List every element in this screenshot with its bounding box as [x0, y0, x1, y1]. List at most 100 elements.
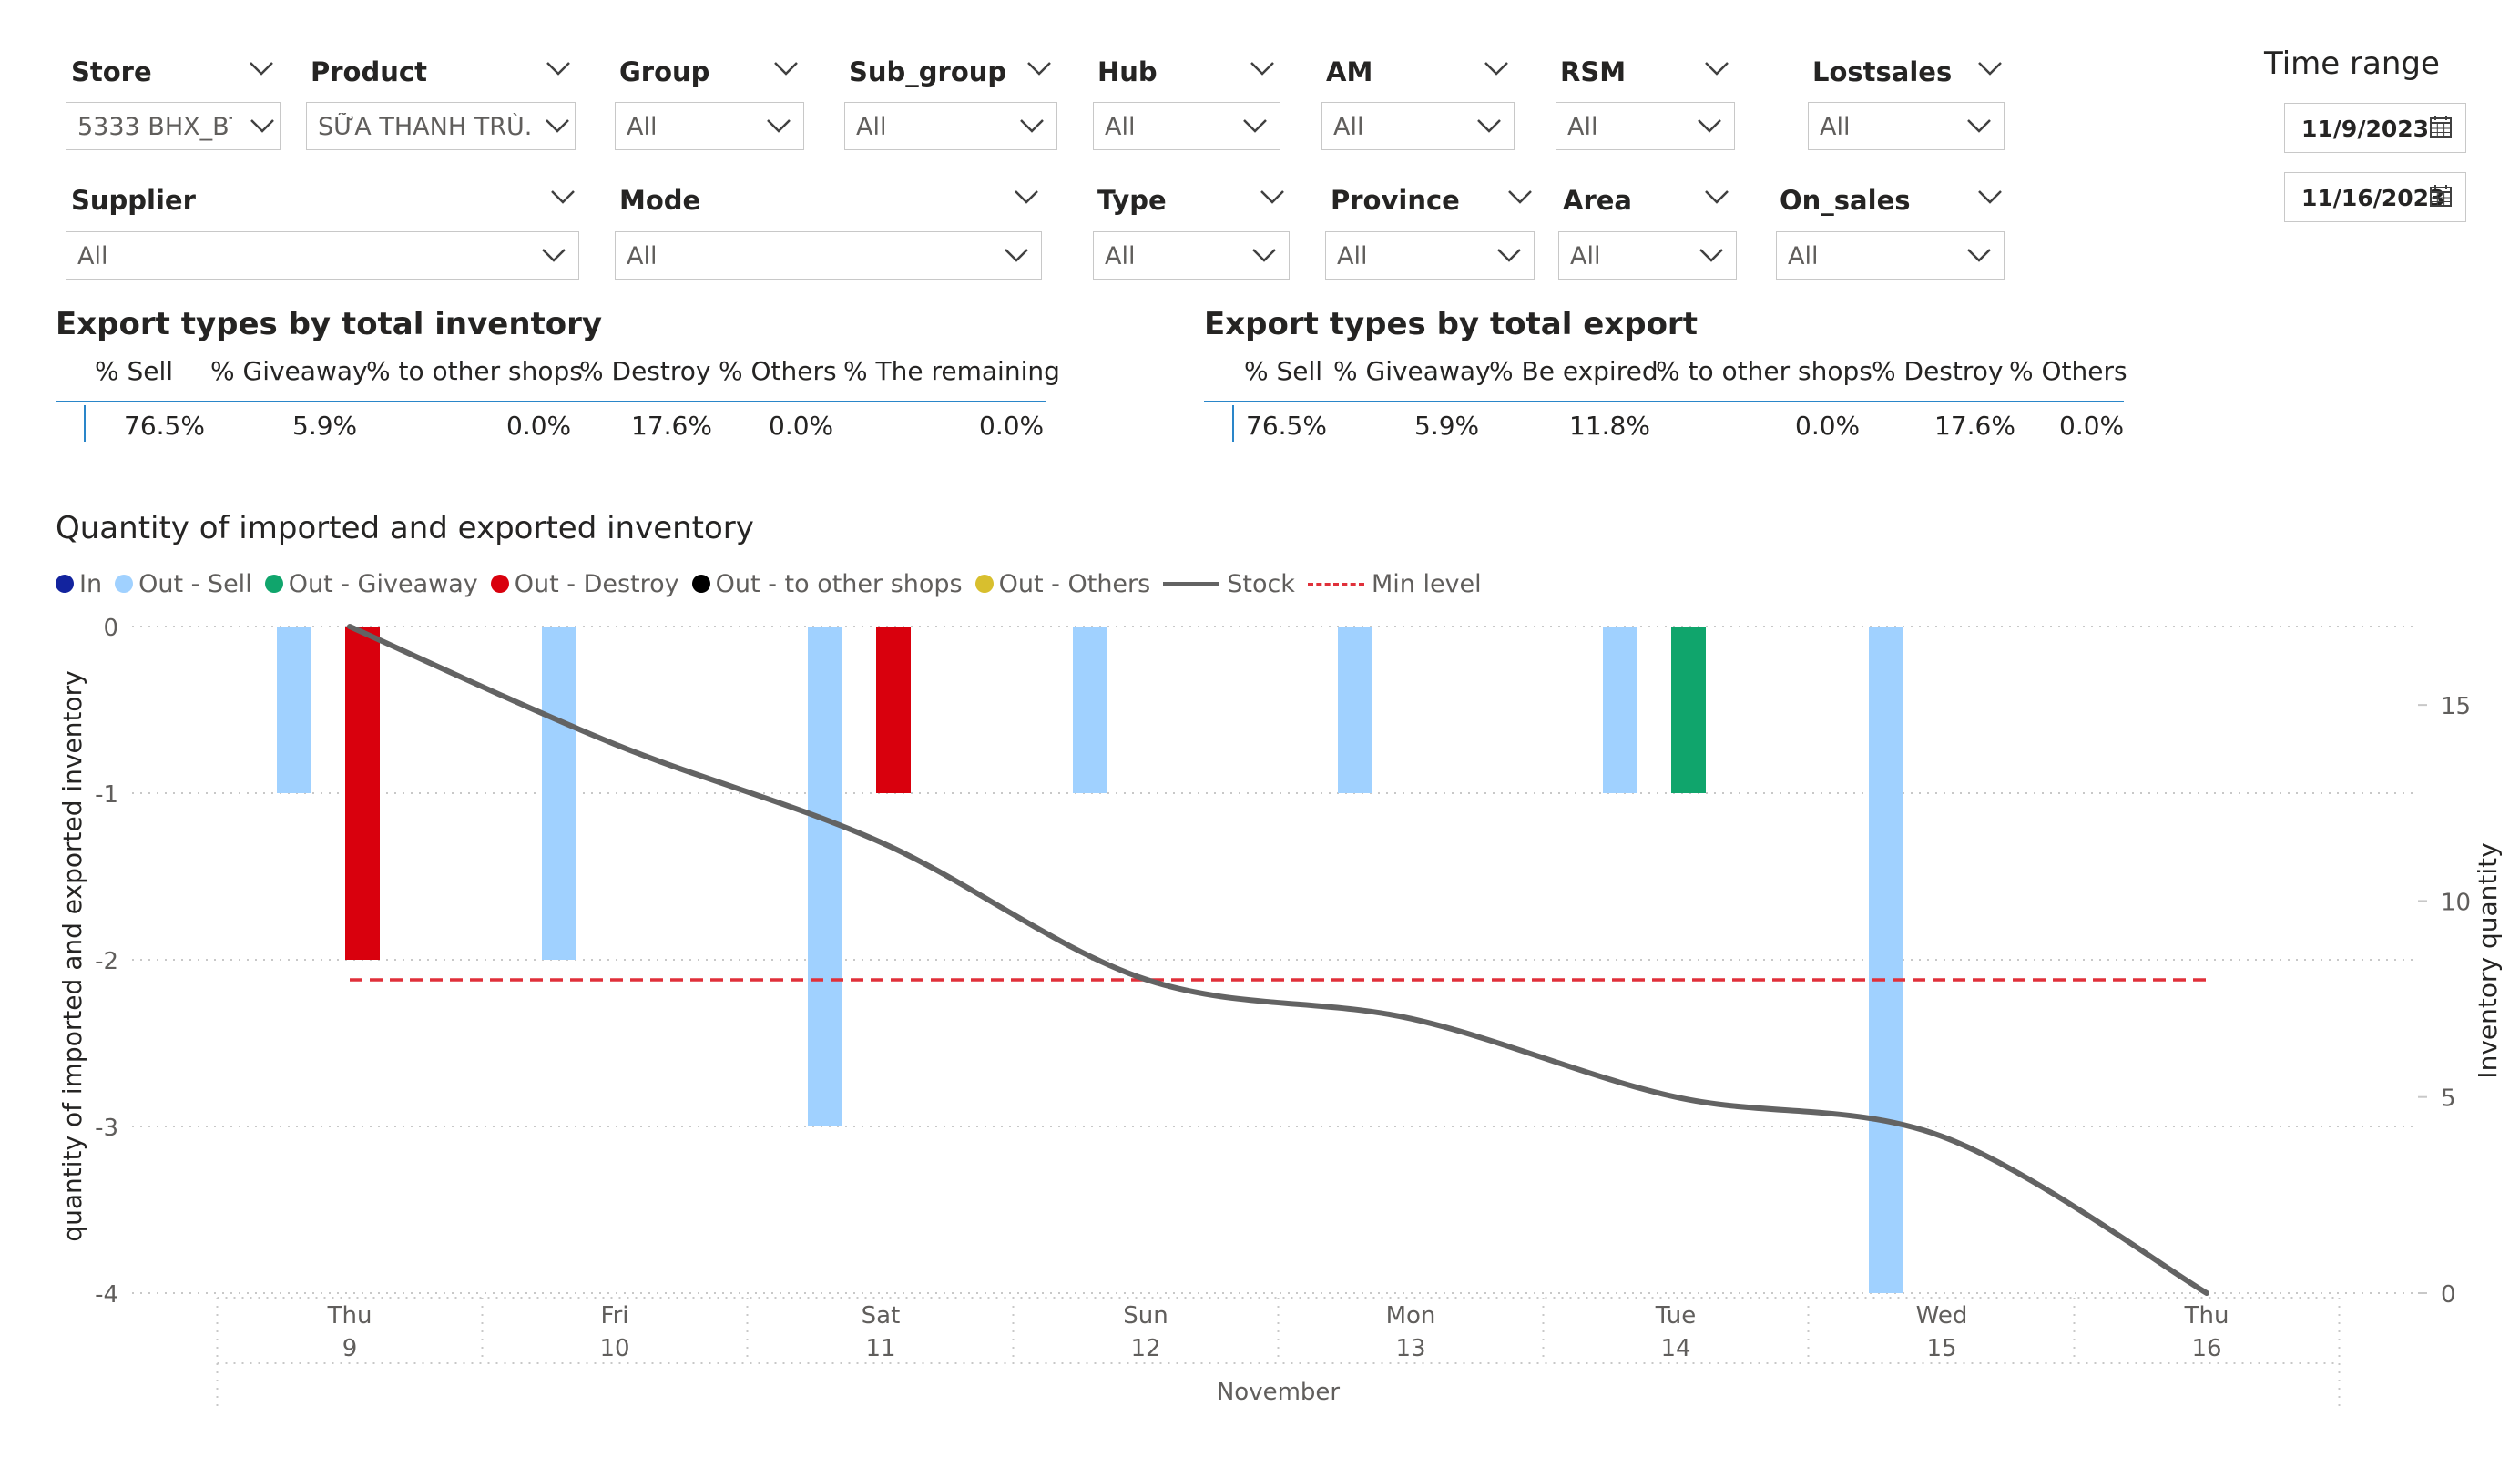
column-header[interactable]: % Destroy [1872, 356, 2004, 386]
table-cell: 0.0% [506, 411, 572, 441]
chevron-down-icon[interactable] [1703, 58, 1730, 78]
legend-item-out-others[interactable]: Out - Others [974, 569, 1151, 598]
dropdown-product[interactable]: SỮA THANH TRÙ... [306, 102, 576, 150]
dropdown-hub[interactable]: All [1093, 102, 1280, 150]
table-cell: 5.9% [292, 411, 358, 441]
dropdown-rsm[interactable]: All [1556, 102, 1735, 150]
x-tick-label: 16 [2191, 1335, 2221, 1362]
column-header[interactable]: % Others [2009, 356, 2127, 386]
row-marker [84, 405, 86, 442]
table-cell: 0.0% [1795, 411, 1861, 441]
column-header[interactable]: % Destroy [579, 356, 711, 386]
header-divider [56, 401, 1046, 402]
dropdown-value: All [1105, 113, 1136, 141]
end-date-input[interactable]: 11/16/2023 [2284, 172, 2466, 222]
slicer-label: Sub_group [849, 56, 1007, 87]
chevron-down-icon [250, 119, 274, 133]
chevron-down-icon[interactable] [1703, 187, 1730, 207]
legend-item-out-sell[interactable]: Out - Sell [115, 570, 252, 598]
chevron-down-icon [1020, 119, 1044, 133]
time-range-label: Time range [2264, 46, 2440, 82]
legend-item-out-giveaway[interactable]: Out - Giveaway [264, 570, 478, 598]
y2-tick-label: 15 [2441, 693, 2471, 720]
column-header[interactable]: % The remaining [843, 356, 1060, 386]
x-tick-label: Tue [1655, 1302, 1696, 1330]
chevron-down-icon[interactable] [549, 187, 576, 207]
dropdown-value: All [627, 113, 658, 141]
legend-item-min-level[interactable]: Min level [1307, 570, 1482, 598]
dropdown-am[interactable]: All [1321, 102, 1515, 150]
chevron-down-icon[interactable] [1025, 58, 1053, 78]
table-cell: 76.5% [124, 411, 205, 441]
x-tick-label: 10 [599, 1335, 629, 1362]
column-header[interactable]: % Be expired [1489, 356, 1658, 386]
chevron-down-icon[interactable] [1013, 187, 1040, 207]
legend-label: Out - Others [998, 569, 1151, 598]
y-tick-label: -3 [95, 1115, 118, 1142]
start-date-input[interactable]: 11/9/2023 [2284, 103, 2466, 153]
slicer-label: Store [71, 56, 152, 87]
chevron-down-icon[interactable] [545, 58, 572, 78]
dropdown-mode[interactable]: All [615, 231, 1042, 280]
legend-marker [974, 575, 994, 593]
y2-axis-title: Inventory quantity [2473, 842, 2503, 1078]
chevron-down-icon[interactable] [772, 58, 800, 78]
legend-marker [264, 575, 283, 593]
column-header[interactable]: % Giveaway [210, 356, 368, 386]
end-date-value: 11/16/2023 [2301, 185, 2445, 211]
column-header[interactable]: % Giveaway [1333, 356, 1491, 386]
column-header[interactable]: % Others [719, 356, 837, 386]
slicer-label: AM [1326, 56, 1373, 87]
y-axis-title: quantity of imported and exported invent… [57, 670, 87, 1241]
table-cell: 0.0% [979, 411, 1045, 441]
dropdown-value: All [1105, 242, 1136, 270]
table-cell: 17.6% [1934, 411, 2015, 441]
chevron-down-icon[interactable] [1249, 58, 1276, 78]
x-tick-label: Thu [327, 1302, 372, 1330]
dropdown-lostsales[interactable]: All [1808, 102, 2005, 150]
column-header[interactable]: % Sell [95, 356, 174, 386]
x-tick-label: 14 [1660, 1335, 1690, 1362]
chevron-down-icon[interactable] [1483, 58, 1510, 78]
dropdown-store[interactable]: 5333 BHX_BT... [66, 102, 281, 150]
legend-item-out-other-shops[interactable]: Out - to other shops [691, 570, 963, 598]
legend-item-stock[interactable]: Stock [1163, 570, 1295, 598]
chevron-down-icon[interactable] [248, 58, 275, 78]
slicer-label: Hub [1097, 56, 1158, 87]
legend-label: Out - Sell [138, 569, 252, 598]
chevron-down-icon[interactable] [1506, 187, 1534, 207]
column-header[interactable]: % to other shops [366, 356, 583, 386]
bar-out-sell [1338, 627, 1372, 793]
chevron-down-icon [1477, 119, 1501, 133]
chevron-down-icon [1967, 119, 1991, 133]
table-cell: 11.8% [1569, 411, 1650, 441]
x-tick-label: 11 [865, 1335, 895, 1362]
dropdown-type[interactable]: All [1093, 231, 1290, 280]
dropdown-on-sales[interactable]: All [1776, 231, 2005, 280]
dropdown-area[interactable]: All [1558, 231, 1737, 280]
legend-label: In [79, 569, 103, 598]
legend-item-in[interactable]: In [56, 570, 102, 598]
dropdown-supplier[interactable]: All [66, 231, 579, 280]
legend-item-out-destroy[interactable]: Out - Destroy [490, 570, 679, 598]
column-header[interactable]: % Sell [1244, 356, 1323, 386]
y2-tick-label: 0 [2441, 1281, 2456, 1309]
chevron-down-icon[interactable] [1976, 187, 2004, 207]
calendar-icon[interactable] [2429, 115, 2453, 138]
column-header[interactable]: % to other shops [1656, 356, 1872, 386]
slicer-label: Mode [619, 185, 701, 216]
calendar-icon[interactable] [2429, 184, 2453, 208]
chevron-down-icon[interactable] [1259, 187, 1286, 207]
legend-marker [1307, 582, 1364, 586]
dropdown-group[interactable]: All [615, 102, 804, 150]
chevron-down-icon [546, 119, 569, 133]
chevron-down-icon[interactable] [1976, 58, 2004, 78]
dropdown-value: All [856, 113, 887, 141]
dropdown-province[interactable]: All [1325, 231, 1535, 280]
dropdown-value: All [1337, 242, 1368, 270]
dropdown-sub-group[interactable]: All [844, 102, 1057, 150]
table-cell: 76.5% [1246, 411, 1327, 441]
x-tick-label: Sun [1123, 1302, 1168, 1330]
dropdown-value: All [1570, 242, 1601, 270]
